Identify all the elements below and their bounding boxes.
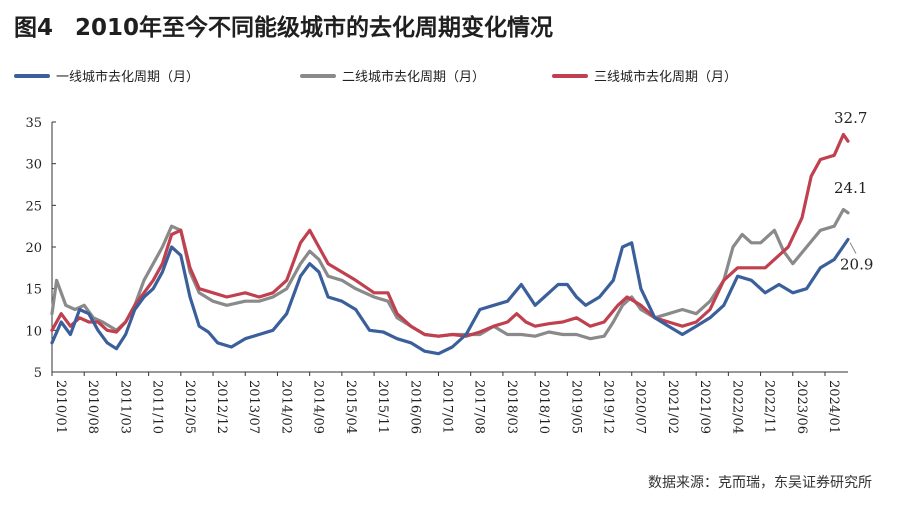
y-tick-label: 35 (25, 116, 42, 131)
x-tick-label: 2012/05 (182, 380, 197, 434)
y-tick-label: 20 (25, 241, 42, 256)
legend-swatch-tier3 (552, 73, 588, 78)
legend: 一线城市去化周期（月） 二线城市去化周期（月） 三线城市去化周期（月） (0, 66, 902, 86)
x-tick-label: 2014/09 (311, 380, 326, 434)
legend-item-tier3: 三线城市去化周期（月） (552, 66, 737, 85)
y-tick-label: 15 (25, 283, 42, 298)
x-tick-label: 2020/07 (633, 380, 648, 434)
x-tick-label: 2016/06 (407, 380, 422, 434)
x-tick-label: 2018/10 (536, 380, 551, 434)
legend-label-tier1: 一线城市去化周期（月） (56, 70, 200, 85)
end-value-label: 20.9 (840, 256, 873, 274)
x-tick-label: 2021/02 (665, 380, 680, 434)
line-chart: 5 10 15 20 25 30 35 2010/01 2010/08 2011/03 2011/1… (25, 109, 873, 434)
end-value-label: 32.7 (834, 109, 867, 127)
x-tick-label: 2019/05 (568, 380, 583, 434)
x-tick-label: 2015/11 (375, 380, 390, 434)
legend-label-tier2: 二线城市去化周期（月） (342, 70, 486, 85)
x-tick-label: 2021/09 (697, 380, 712, 434)
end-label-leader (849, 242, 857, 254)
x-tick-label: 2024/01 (826, 380, 841, 434)
end-value-label: 24.1 (834, 179, 867, 197)
x-tick-label: 2015/04 (343, 380, 358, 434)
x-tick-label: 2018/03 (504, 380, 519, 434)
x-tick-label: 2014/02 (278, 380, 293, 434)
x-tick-label: 2019/12 (601, 380, 616, 434)
y-tick-label: 30 (25, 158, 42, 173)
data-source-note: 数据来源：克而瑞，东吴证券研究所 (648, 475, 872, 491)
x-tick-label: 2012/12 (214, 380, 229, 434)
x-tick-label: 2023/06 (794, 380, 809, 434)
figure-caption: 2010年至今不同能级城市的去化周期变化情况 (75, 15, 554, 41)
x-tick-label: 2022/04 (729, 380, 744, 434)
tier1-series-line (50, 237, 850, 356)
y-tick-label: 25 (25, 199, 42, 214)
y-tick-label: 5 (34, 366, 42, 381)
legend-swatch-tier1 (14, 73, 50, 78)
legend-item-tier1: 一线城市去化周期（月） (14, 66, 199, 85)
figure-number: 图4 (14, 15, 54, 41)
tier3-series-line (50, 132, 850, 338)
legend-swatch-tier2 (300, 73, 336, 78)
x-tick-label: 2010/01 (53, 380, 68, 434)
x-tick-label: 2013/07 (246, 380, 261, 434)
x-tick-label: 2017/01 (439, 380, 454, 434)
x-tick-label: 2022/11 (762, 380, 777, 434)
legend-label-tier3: 三线城市去化周期（月） (594, 70, 738, 85)
chart-title: 图4 2010年至今不同能级城市的去化周期变化情况 (14, 8, 553, 42)
x-tick-label: 2011/10 (150, 380, 165, 434)
x-tick-label: 2011/03 (117, 380, 132, 434)
legend-item-tier2: 二线城市去化周期（月） (300, 66, 485, 85)
y-tick-label: 10 (25, 324, 42, 339)
x-tick-label: 2017/08 (472, 380, 487, 434)
x-tick-label: 2010/08 (85, 380, 100, 434)
